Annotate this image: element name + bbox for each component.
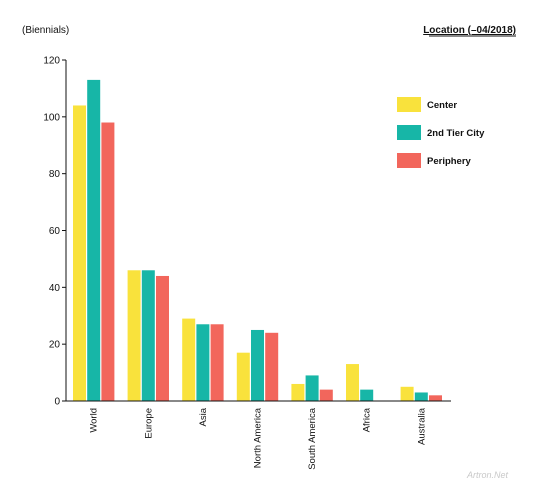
x-tick-label: Europe bbox=[143, 408, 154, 439]
bar-2nd-tier-city-south-america bbox=[305, 375, 319, 401]
legend: Center 2nd Tier City Periphery bbox=[397, 97, 485, 168]
y-tick-label: 0 bbox=[54, 397, 60, 408]
location-label: Location (–04/2018) bbox=[423, 25, 516, 36]
bar-center-north-america bbox=[236, 352, 250, 401]
bar-center-australia bbox=[400, 386, 414, 401]
bar-periphery-europe bbox=[156, 275, 169, 401]
bars-group bbox=[73, 79, 442, 402]
legend-label: 2nd Tier City bbox=[427, 128, 485, 139]
y-tick-label: 20 bbox=[49, 340, 61, 351]
x-tick-label: World bbox=[89, 408, 100, 433]
bar-2nd-tier-city-north-america bbox=[251, 329, 264, 401]
watermark-text: Artron.Net bbox=[466, 470, 509, 480]
y-tick-label: 80 bbox=[49, 169, 61, 180]
bar-periphery-south-america bbox=[319, 389, 333, 401]
legend-swatch bbox=[397, 97, 421, 112]
x-tick-label: North America bbox=[253, 407, 264, 468]
x-tick-label: Africa bbox=[362, 407, 373, 432]
bar-center-africa bbox=[346, 364, 359, 401]
bar-periphery-australia bbox=[429, 395, 442, 401]
y-axis-unit-label: (Biennials) bbox=[22, 25, 69, 36]
bar-center-asia bbox=[182, 318, 196, 401]
y-tick-label: 120 bbox=[43, 56, 60, 67]
legend-swatch bbox=[397, 125, 421, 140]
y-tick-label: 100 bbox=[43, 112, 60, 123]
bar-center-south-america bbox=[291, 383, 305, 401]
bar-periphery-asia bbox=[210, 324, 224, 401]
category-labels: World Europe Asia North America South Americ… bbox=[89, 407, 428, 470]
y-axis-ticks: 0 20 40 60 80 100 120 bbox=[43, 56, 66, 408]
bar-periphery-north-america bbox=[265, 332, 279, 401]
x-tick-label: Asia bbox=[198, 407, 209, 426]
legend-label: Center bbox=[427, 100, 457, 111]
bar-2nd-tier-city-asia bbox=[196, 324, 210, 401]
x-tick-label: Australia bbox=[416, 407, 427, 445]
bar-center-europe bbox=[127, 270, 141, 401]
bar-2nd-tier-city-europe bbox=[141, 270, 155, 401]
bar-2nd-tier-city-australia bbox=[414, 392, 428, 401]
y-tick-label: 60 bbox=[49, 226, 61, 237]
bar-2nd-tier-city-africa bbox=[360, 389, 374, 401]
bar-periphery-world bbox=[101, 122, 115, 402]
bar-2nd-tier-city-world bbox=[87, 79, 101, 402]
legend-label: Periphery bbox=[427, 156, 472, 167]
x-tick-label: South America bbox=[307, 407, 318, 469]
y-tick-label: 40 bbox=[49, 283, 61, 294]
bar-center-world bbox=[73, 105, 86, 401]
legend-swatch bbox=[397, 153, 421, 168]
